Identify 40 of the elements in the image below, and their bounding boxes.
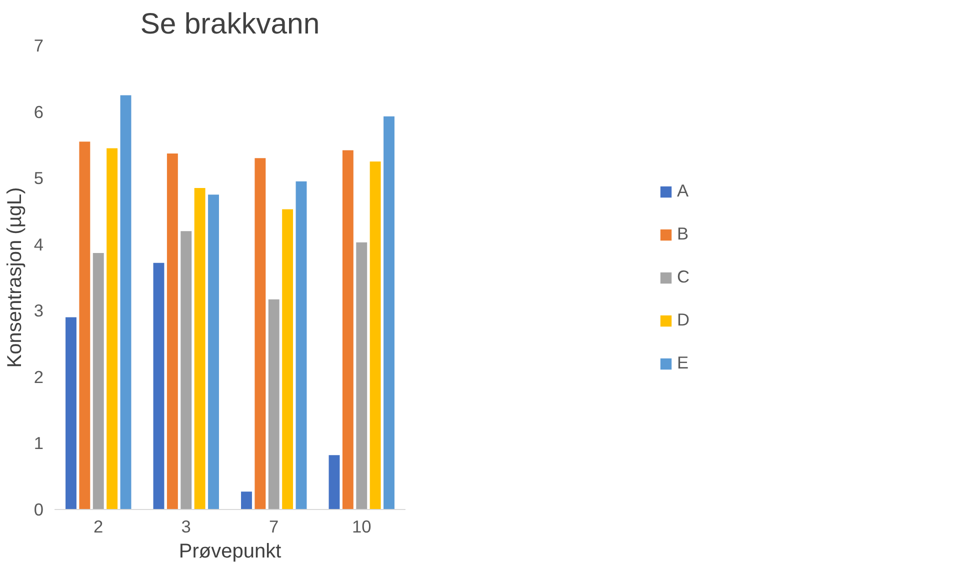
bar	[384, 116, 394, 510]
chart-title: Se brakkvann	[140, 8, 320, 40]
bar	[166, 154, 178, 510]
bar	[180, 231, 192, 510]
y-tick-label: 0	[34, 500, 44, 520]
bar	[106, 148, 118, 510]
bar	[194, 188, 206, 510]
bar	[254, 158, 266, 510]
x-tick-label: 3	[181, 516, 191, 536]
bar	[120, 95, 132, 510]
bar	[66, 317, 76, 510]
bar	[92, 252, 104, 510]
bar	[296, 181, 307, 510]
x-tick-label: 7	[269, 516, 279, 536]
bar	[153, 262, 164, 510]
bar	[356, 242, 368, 510]
y-tick-label: 6	[34, 102, 44, 122]
bar	[342, 150, 354, 510]
x-tick-label: 10	[352, 516, 372, 536]
bar	[268, 299, 280, 510]
bar	[79, 142, 90, 510]
bar	[328, 455, 340, 510]
bar	[241, 492, 252, 510]
y-tick-label: 5	[34, 168, 44, 188]
legend-label: D	[677, 310, 691, 330]
y-axis-title: Konsentrasjon (µgL)	[4, 187, 26, 368]
x-axis-title: Prøvepunkt	[178, 540, 282, 562]
x-tick-label: 2	[94, 516, 104, 536]
y-tick-label: 1	[34, 433, 44, 454]
legend-label: C	[677, 266, 691, 288]
legend-label: E	[677, 352, 690, 374]
y-tick-label: 2	[34, 366, 44, 387]
bar	[282, 209, 294, 510]
bar	[208, 194, 219, 510]
legend-label: B	[677, 224, 690, 244]
y-tick-label: 3	[34, 300, 44, 321]
y-tick-label: 4	[34, 234, 44, 254]
bar	[370, 162, 381, 510]
legend-label: A	[677, 180, 690, 202]
y-tick-label: 7	[34, 36, 44, 56]
